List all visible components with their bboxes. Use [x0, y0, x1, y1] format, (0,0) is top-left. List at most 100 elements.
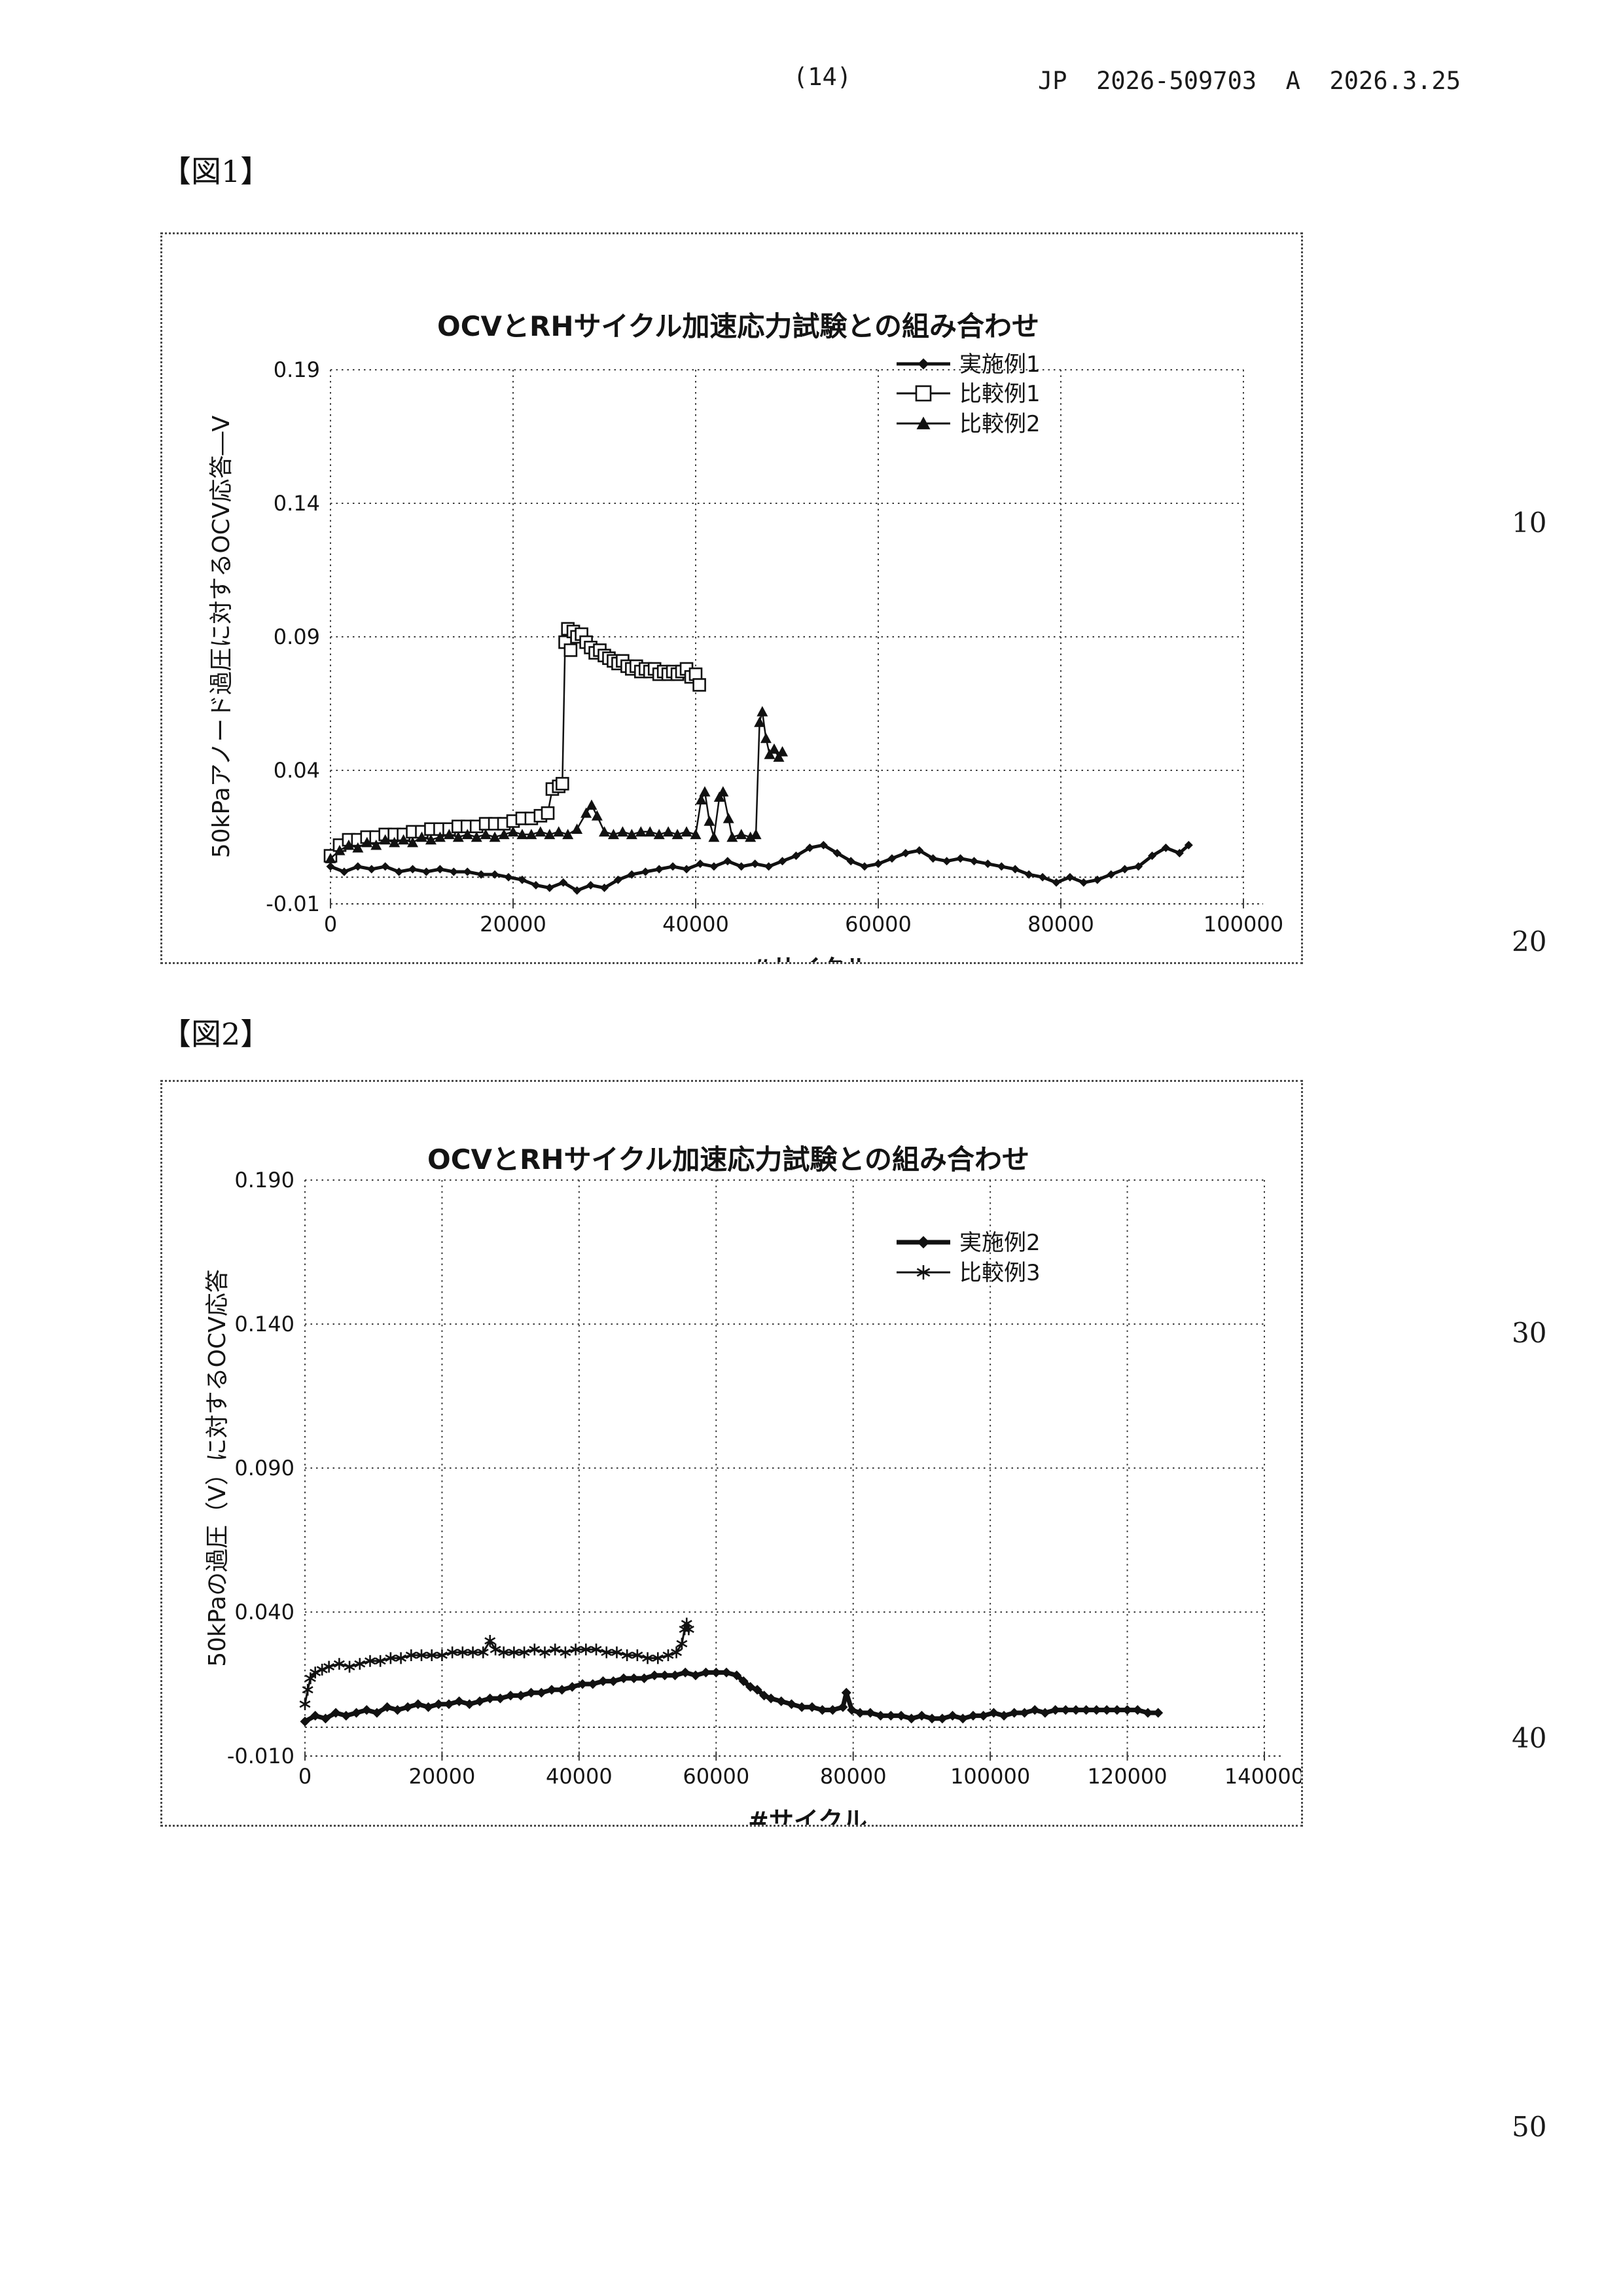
- triangle-marker: [361, 836, 373, 848]
- diamond-marker: [464, 1699, 474, 1710]
- asterisk-marker: [518, 1646, 530, 1659]
- diamond-marker: [1081, 1705, 1092, 1715]
- diamond-marker: [915, 846, 924, 855]
- x-axis-label: #サイクル: [751, 954, 870, 962]
- diamond-marker: [588, 1679, 598, 1689]
- diamond-marker: [573, 886, 582, 895]
- y-tick-label: 0.09: [274, 624, 320, 649]
- legend: 実施例2 比較例3: [897, 1230, 1041, 1286]
- diamond-marker: [999, 1710, 1009, 1721]
- asterisk-marker: [310, 1666, 321, 1679]
- diamond-marker: [435, 865, 444, 874]
- diamond-marker: [639, 1673, 649, 1683]
- diamond-marker: [485, 1693, 495, 1704]
- asterisk-marker: [477, 1646, 489, 1659]
- margin-line-number-40: 40: [1512, 1722, 1547, 1754]
- triangle-marker: [407, 836, 419, 848]
- diamond-marker: [796, 1702, 807, 1712]
- legend-entry: 実施例2: [897, 1230, 1041, 1256]
- triangle-marker: [489, 831, 501, 842]
- asterisk-marker: [671, 1646, 683, 1659]
- diamond-marker: [1107, 870, 1116, 879]
- diamond-marker: [791, 852, 800, 861]
- diamond-marker: [1153, 1708, 1164, 1718]
- asterisk-marker: [560, 1646, 571, 1659]
- diamond-marker: [696, 859, 705, 869]
- diamond-marker: [827, 1705, 838, 1715]
- asterisk-marker: [539, 1646, 550, 1659]
- diamond-marker: [505, 1691, 516, 1701]
- x-tick-label: 140000: [1224, 1764, 1301, 1789]
- diamond-marker: [474, 1696, 485, 1706]
- triangle-marker: [757, 706, 768, 717]
- triangle-marker: [690, 829, 702, 840]
- diamond-marker: [786, 1699, 796, 1710]
- diamond-marker: [766, 1693, 776, 1704]
- legend-label: 実施例2: [959, 1230, 1041, 1256]
- series-line: [330, 843, 1190, 893]
- asterisk-marker: [490, 1643, 501, 1656]
- legend-entry: 比較例1: [897, 381, 1041, 407]
- diamond-marker: [916, 1710, 927, 1721]
- triangle-marker: [717, 786, 729, 797]
- triangle-marker: [334, 844, 346, 855]
- asterisk-marker: [395, 1652, 407, 1664]
- diamond-marker: [490, 870, 499, 879]
- triangle-marker: [398, 834, 410, 845]
- diamond-marker: [454, 1696, 465, 1706]
- y-tick-label: 0.19: [274, 357, 320, 382]
- asterisk-marker: [590, 1643, 602, 1656]
- diamond-marker: [776, 1696, 787, 1706]
- diamond-marker: [382, 1702, 393, 1712]
- triangle-marker: [653, 829, 665, 840]
- diamond-marker: [778, 857, 787, 866]
- diamond-marker: [805, 843, 814, 852]
- legend-label: 比較例3: [959, 1260, 1041, 1286]
- diamond-marker: [1052, 878, 1061, 887]
- triangle-marker: [416, 831, 427, 842]
- diamond-marker: [711, 1667, 721, 1677]
- triangle-marker: [626, 829, 637, 840]
- diamond-marker: [340, 867, 349, 876]
- diamond-marker: [402, 1702, 413, 1712]
- gridlines: [304, 1179, 1284, 1761]
- diamond-marker: [649, 1670, 660, 1681]
- asterisk-marker: [601, 1646, 613, 1659]
- x-tick-label: 40000: [546, 1764, 613, 1789]
- triangle-marker: [370, 839, 382, 850]
- diamond-marker: [956, 854, 965, 863]
- asterisk-marker: [621, 1649, 633, 1661]
- x-tick-label: 100000: [1204, 912, 1283, 937]
- triangle-marker: [760, 732, 772, 744]
- legend: 実施例1 比較例1 比較例2: [897, 351, 1041, 437]
- y-axis-label: 50kPaの過圧（V）に対するOCV応答: [204, 1269, 231, 1667]
- triangle-marker: [644, 826, 656, 837]
- diamond-marker: [341, 1710, 351, 1721]
- square-marker: [541, 806, 555, 820]
- asterisk-marker: [299, 1698, 311, 1710]
- diamond-marker: [997, 862, 1006, 871]
- diamond-marker: [819, 840, 828, 850]
- diamond-marker: [1101, 1705, 1112, 1715]
- asterisk-marker: [642, 1652, 654, 1664]
- figure1-label: 【図1】: [161, 154, 271, 189]
- diamond-marker: [838, 1702, 848, 1712]
- series-比較例3: [299, 1617, 694, 1710]
- asterisk-marker: [632, 1649, 643, 1661]
- diamond-marker: [901, 848, 910, 857]
- y-tick-label: -0.010: [227, 1744, 294, 1768]
- diamond-marker: [846, 857, 855, 866]
- asterisk-marker: [916, 1265, 931, 1280]
- diamond-marker: [1120, 865, 1130, 874]
- asterisk-marker: [426, 1649, 438, 1661]
- diamond-marker: [764, 862, 774, 871]
- triangle-marker: [695, 794, 707, 805]
- diamond-marker: [885, 1710, 896, 1721]
- asterisk-marker: [529, 1643, 541, 1656]
- asterisk-marker: [302, 1683, 313, 1696]
- diamond-marker: [1009, 1708, 1020, 1718]
- triangle-marker: [745, 831, 757, 842]
- triangle-marker: [768, 743, 780, 754]
- y-tick-label: 0.090: [234, 1456, 294, 1480]
